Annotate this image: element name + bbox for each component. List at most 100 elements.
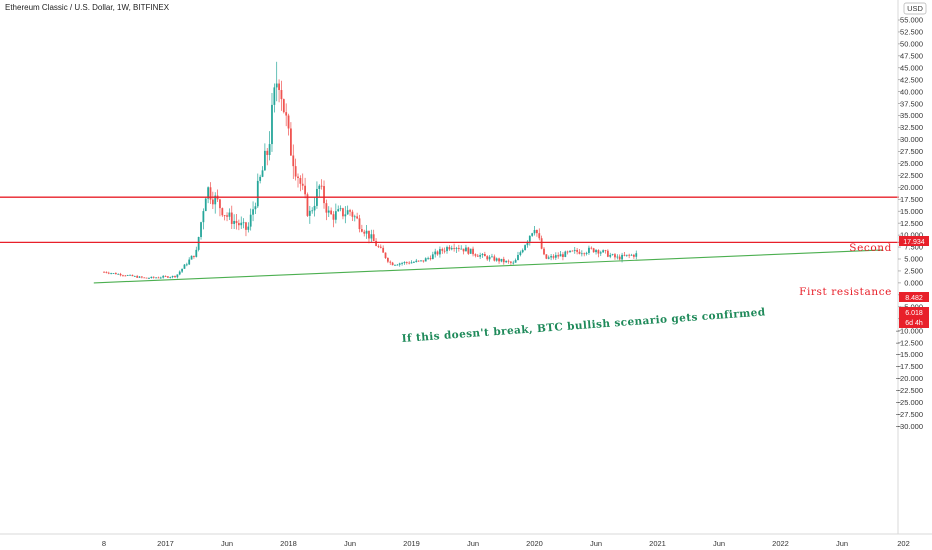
candle-body: [304, 185, 306, 195]
candle-body: [531, 233, 534, 236]
candle-body: [273, 87, 276, 105]
candle-body: [618, 256, 621, 260]
y-tick-label: 32.500: [900, 123, 923, 132]
candle-body: [632, 254, 635, 257]
y-tick-label: −10.000: [896, 326, 923, 335]
candle-body: [394, 264, 396, 266]
candle-body: [200, 222, 202, 237]
candle-body: [148, 278, 150, 279]
y-tick-label: 55.000: [900, 16, 923, 25]
level-lines: [0, 196, 899, 284]
candle-body: [337, 209, 340, 212]
candle-body: [443, 250, 446, 252]
candle-body: [538, 233, 541, 239]
candle-body: [564, 251, 567, 257]
candle-body: [342, 208, 344, 217]
candle-body: [339, 208, 342, 210]
candle-body: [167, 276, 169, 278]
candle-body: [621, 254, 623, 260]
candle-body: [313, 205, 316, 211]
candle-body: [299, 178, 302, 184]
y-tick-label: 42.500: [900, 75, 923, 84]
price-axis[interactable]: 55.000 52.500 50.000 47.500 45.000 42.500 40.0…: [896, 0, 923, 534]
candle-body: [481, 254, 484, 256]
x-tick-label: Jun: [590, 539, 602, 548]
candle-body: [533, 230, 536, 234]
candle-body: [479, 255, 482, 257]
candle-body: [110, 273, 113, 274]
candle-body: [571, 250, 574, 252]
candle-body: [623, 254, 626, 256]
y-tick-label: 12.500: [900, 219, 923, 228]
x-tick-label: 202: [897, 539, 910, 548]
time-axis[interactable]: 8 2017 Jun 2018 Jun 2019 Jun 2020 Jun 2021 Jun 2022…: [0, 533, 932, 548]
candle-body: [226, 215, 228, 217]
candle-body: [263, 150, 266, 171]
candle-body: [455, 247, 458, 249]
candle-body: [375, 240, 377, 246]
candle-body: [278, 83, 280, 91]
candle-body: [360, 229, 363, 232]
candle-body: [103, 271, 105, 273]
candle-body: [408, 262, 411, 264]
x-tick-label: 8: [102, 539, 106, 548]
candle-body: [334, 211, 337, 220]
candle-body: [261, 170, 264, 177]
y-tick-label: 15.000: [900, 207, 923, 216]
candle-body: [514, 260, 517, 263]
candle-body: [105, 271, 108, 273]
first-level-badge-bg: [899, 292, 929, 302]
candle-body: [351, 211, 354, 217]
y-tick-label: 30.000: [900, 135, 923, 144]
candle-body: [396, 264, 399, 266]
candle-body: [465, 247, 467, 252]
candle-body: [268, 144, 271, 155]
candle-body: [590, 247, 593, 249]
candle-body: [119, 273, 122, 276]
candle-body: [403, 262, 406, 264]
candle-body: [427, 257, 429, 259]
currency-label[interactable]: USD: [903, 2, 927, 15]
candle-body: [214, 195, 217, 205]
candle-body: [434, 251, 437, 255]
candle-body: [259, 176, 262, 181]
x-tick-label: 2020: [526, 539, 543, 548]
candle-body: [495, 258, 498, 261]
y-tick-label: −17.500: [896, 362, 923, 371]
candle-body: [358, 218, 361, 230]
x-tick-label: 2021: [649, 539, 666, 548]
candle-body: [462, 248, 465, 252]
candle-body: [131, 274, 134, 277]
trendline-annotation: If this doesn't break, BTC bullish scena…: [401, 306, 766, 345]
candle-body: [545, 254, 548, 259]
y-tick-label: 2.500: [904, 267, 923, 276]
x-tick-label: 2017: [157, 539, 174, 548]
candle-body: [174, 275, 176, 278]
second-level-value: 17.934: [903, 239, 925, 246]
candle-body: [308, 210, 311, 216]
candle-body: [519, 252, 522, 255]
x-tick-label: Jun: [221, 539, 233, 548]
candle-body: [424, 258, 427, 262]
candle-body: [502, 258, 505, 263]
x-tick-label: 2022: [772, 539, 789, 548]
candle-body: [588, 247, 590, 253]
candle-body: [386, 257, 389, 262]
x-tick-label: Jun: [713, 539, 725, 548]
candle-body: [382, 247, 385, 253]
y-tick-label: 45.000: [900, 63, 923, 72]
candle-body: [107, 272, 110, 274]
candle-body: [592, 248, 595, 253]
candle-body: [294, 166, 297, 177]
y-tick-label: −30.000: [896, 422, 923, 431]
y-tick-label: 5.000: [904, 255, 923, 264]
candle-body: [155, 277, 157, 279]
candle-body: [401, 263, 403, 264]
candle-body: [559, 254, 562, 257]
candle-body: [543, 248, 545, 255]
candle-body: [446, 247, 448, 252]
candle-body: [145, 277, 148, 279]
candle-body: [365, 230, 368, 234]
candle-body: [318, 185, 321, 189]
